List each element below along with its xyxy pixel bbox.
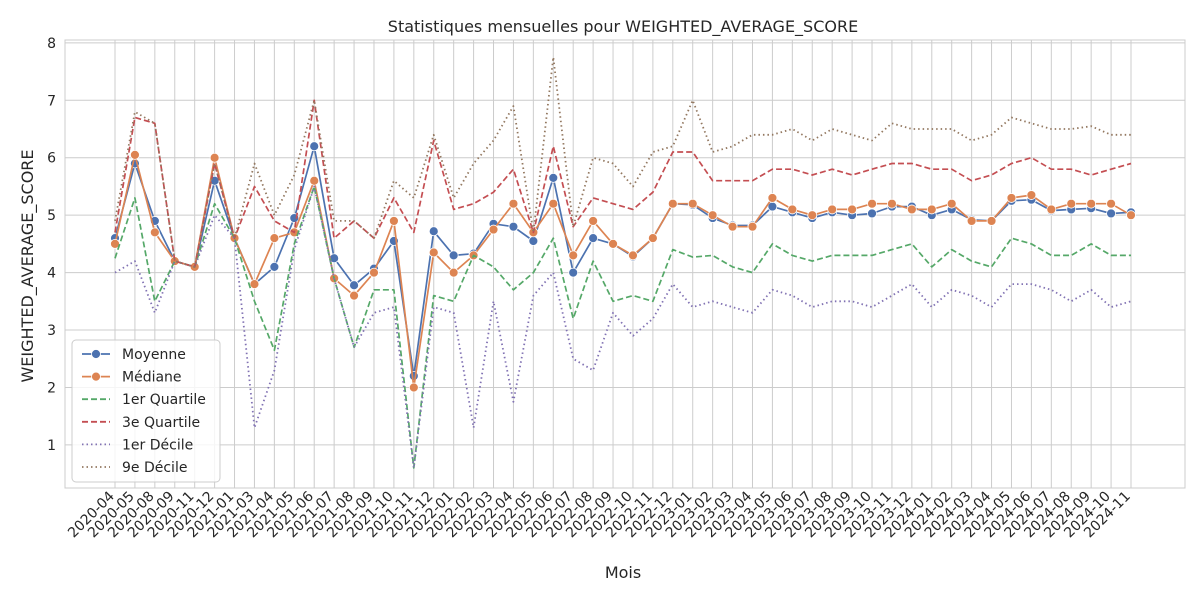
series-line-9e-decile	[114, 56, 1131, 268]
data-point-mediane	[608, 238, 618, 249]
data-point-mediane	[847, 204, 857, 215]
legend-box	[71, 339, 221, 483]
data-point-moyenne	[269, 261, 280, 272]
series-group	[110, 56, 1136, 469]
y-tick-label: 2	[47, 380, 56, 396]
data-point-mediane	[887, 198, 897, 209]
data-point-moyenne	[867, 208, 877, 219]
data-point-mediane	[926, 204, 937, 215]
data-point-mediane	[130, 149, 140, 160]
data-point-moyenne	[528, 236, 539, 246]
legend-label-9e-decile: 9e Décile	[122, 460, 187, 476]
data-point-mediane	[568, 250, 579, 261]
plot-background	[64, 39, 1186, 489]
data-point-mediane	[807, 210, 818, 221]
data-point-mediane	[269, 233, 280, 244]
data-point-moyenne	[508, 221, 519, 232]
legend-label-1er-decile: 1er Décile	[122, 437, 193, 453]
data-point-mediane	[1026, 190, 1037, 200]
data-point-mediane	[867, 198, 877, 209]
data-point-mediane	[1126, 210, 1136, 221]
y-tick-label: 4	[47, 266, 56, 282]
data-point-moyenne	[408, 371, 419, 381]
legend-label-3e-quartile: 3e Quartile	[122, 415, 200, 431]
data-point-mediane	[508, 198, 519, 209]
data-point-moyenne	[349, 280, 359, 291]
data-point-mediane	[747, 221, 758, 232]
x-tick-labels: 2020-042020-052020-082020-092020-112020-…	[65, 488, 1134, 541]
data-point-mediane	[389, 216, 399, 226]
data-point-mediane	[628, 250, 638, 261]
series-line-3e-quartile	[114, 99, 1132, 268]
data-point-mediane	[369, 267, 379, 278]
data-point-mediane	[110, 238, 120, 249]
x-axis-label: Mois	[605, 563, 641, 582]
data-point-mediane	[647, 233, 658, 244]
data-point-mediane	[209, 152, 220, 163]
y-axis-label: WEIGHTED_AVERAGE_SCORE	[18, 149, 38, 382]
data-point-mediane	[827, 204, 838, 215]
data-point-mediane	[588, 216, 599, 226]
y-tick-label: 7	[47, 93, 56, 109]
data-point-mediane	[966, 216, 977, 226]
data-point-moyenne	[568, 267, 579, 278]
legend-label-1er-quartile: 1er Quartile	[122, 392, 206, 408]
data-point-moyenne	[309, 141, 320, 152]
y-tick-label: 3	[47, 323, 56, 339]
series-line-1er-quartile	[114, 185, 1131, 469]
data-point-moyenne	[1106, 208, 1116, 219]
data-point-mediane	[667, 198, 678, 209]
data-point-mediane	[946, 198, 957, 209]
data-point-mediane	[767, 193, 778, 203]
data-point-mediane	[1046, 204, 1057, 215]
legend-label-moyenne: Moyenne	[122, 347, 186, 363]
y-tick-label: 8	[47, 36, 56, 52]
data-point-mediane	[986, 216, 997, 226]
data-point-mediane	[149, 227, 160, 238]
data-point-mediane	[428, 247, 439, 258]
data-point-mediane	[687, 198, 698, 209]
legend-label-mediane: Médiane	[122, 370, 182, 386]
data-point-moyenne	[448, 250, 459, 261]
legend: Moyenne Médiane 1er Quartile 3e Quartile 1er…	[71, 339, 221, 483]
data-point-moyenne	[428, 226, 439, 237]
data-point-mediane	[1106, 198, 1116, 209]
data-point-mediane	[707, 210, 718, 221]
data-point-mediane	[1066, 198, 1077, 209]
series-line-mediane	[114, 154, 1132, 389]
data-point-mediane	[548, 198, 559, 209]
y-tick-labels: 1 2 3 4 5 6 7 8	[47, 36, 56, 454]
data-point-mediane	[1006, 193, 1017, 203]
data-point-mediane	[488, 224, 499, 235]
data-point-mediane	[408, 382, 419, 393]
data-point-mediane	[448, 267, 459, 278]
data-point-mediane	[349, 290, 359, 301]
data-point-mediane	[249, 279, 260, 290]
data-point-moyenne	[548, 172, 559, 183]
legend-marker-moyenne	[91, 349, 101, 359]
data-point-mediane	[309, 175, 320, 186]
data-point-mediane	[1086, 198, 1097, 209]
y-tick-label: 6	[47, 151, 56, 167]
data-point-moyenne	[588, 233, 599, 244]
y-tick-label: 5	[47, 208, 56, 224]
y-tick-label: 1	[47, 438, 56, 454]
data-point-mediane	[727, 221, 738, 232]
data-point-mediane	[906, 204, 917, 215]
chart-title: Statistiques mensuelles pour WEIGHTED_AV…	[388, 17, 858, 37]
data-point-mediane	[787, 204, 798, 215]
legend-marker-mediane	[91, 371, 101, 382]
